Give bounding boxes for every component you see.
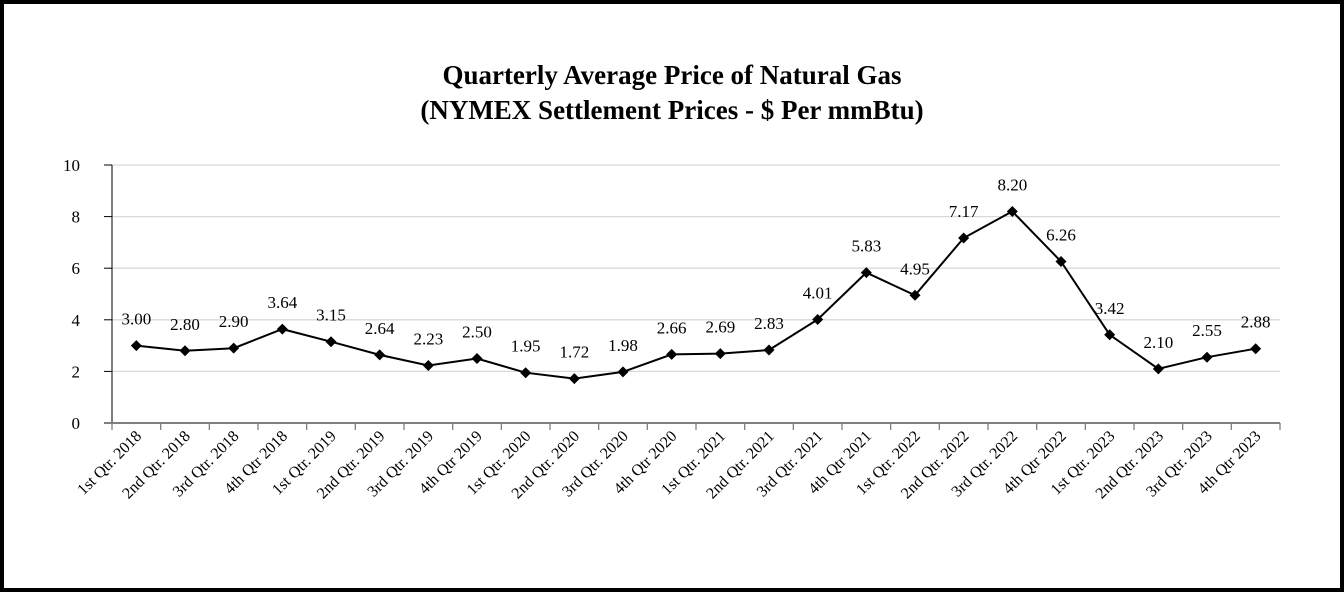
data-label: 5.83 <box>851 237 881 256</box>
data-label: 4.01 <box>803 284 833 303</box>
series-natural-gas-price <box>130 205 1262 385</box>
data-label: 3.00 <box>121 310 151 329</box>
chart-title-block: Quarterly Average Price of Natural Gas (… <box>0 58 1344 128</box>
data-point-marker <box>130 340 142 352</box>
data-label: 2.83 <box>754 314 784 333</box>
y-tick-label: 4 <box>72 311 81 330</box>
y-tick-label: 0 <box>72 414 81 433</box>
data-point-marker <box>374 349 386 361</box>
data-label: 6.26 <box>1046 225 1076 244</box>
data-label: 8.20 <box>997 175 1027 194</box>
data-point-marker <box>1006 205 1018 217</box>
data-point-marker <box>568 373 580 385</box>
data-point-marker <box>909 289 921 301</box>
data-point-marker <box>860 267 872 279</box>
data-point-marker <box>714 348 726 360</box>
data-point-marker <box>1055 255 1067 267</box>
data-label: 1.72 <box>559 343 589 362</box>
data-point-marker <box>763 344 775 356</box>
chart-subtitle: (NYMEX Settlement Prices - $ Per mmBtu) <box>420 95 924 125</box>
data-label: 1.98 <box>608 336 638 355</box>
data-label: 1.95 <box>511 337 541 356</box>
data-point-marker <box>422 359 434 371</box>
data-label: 2.66 <box>657 318 687 337</box>
data-point-marker <box>325 336 337 348</box>
gridlines <box>112 164 1280 373</box>
data-point-marker <box>1250 343 1262 355</box>
y-tick-label: 10 <box>63 156 80 175</box>
data-point-marker <box>958 232 970 244</box>
data-point-marker <box>228 342 240 354</box>
data-point-marker <box>179 345 191 357</box>
data-point-marker <box>812 314 824 326</box>
data-label: 2.50 <box>462 323 492 342</box>
data-label: 2.90 <box>219 312 249 331</box>
data-label: 7.17 <box>949 202 979 221</box>
y-tick-label: 8 <box>72 208 81 227</box>
series-line <box>136 210 1256 380</box>
data-point-marker <box>1104 329 1116 341</box>
data-point-marker <box>276 323 288 335</box>
data-label: 3.64 <box>267 293 297 312</box>
chart-title: Quarterly Average Price of Natural Gas <box>442 60 902 90</box>
data-label: 3.15 <box>316 306 346 325</box>
data-label: 2.23 <box>413 329 443 348</box>
data-label: 2.69 <box>705 318 735 337</box>
data-point-marker <box>1201 351 1213 363</box>
y-axis: 0 2 4 6 8 10 <box>63 156 113 433</box>
data-label: 2.10 <box>1143 333 1173 352</box>
y-tick-label: 6 <box>72 259 81 278</box>
data-label: 3.42 <box>1095 299 1125 318</box>
data-labels: 3.00 2.80 2.90 3.64 3.15 2.64 2.23 2.50 1.95 1.72… <box>121 175 1270 361</box>
data-point-marker <box>471 353 483 364</box>
data-label: 2.64 <box>365 319 395 338</box>
data-label: 2.88 <box>1241 313 1271 332</box>
data-label: 4.95 <box>900 259 930 278</box>
data-point-marker <box>617 366 629 378</box>
data-label: 2.80 <box>170 315 200 334</box>
data-point-marker <box>1152 363 1164 375</box>
y-tick-label: 2 <box>72 362 81 381</box>
data-point-marker <box>520 367 532 379</box>
data-label: 2.55 <box>1192 321 1222 340</box>
data-point-marker <box>666 348 678 360</box>
